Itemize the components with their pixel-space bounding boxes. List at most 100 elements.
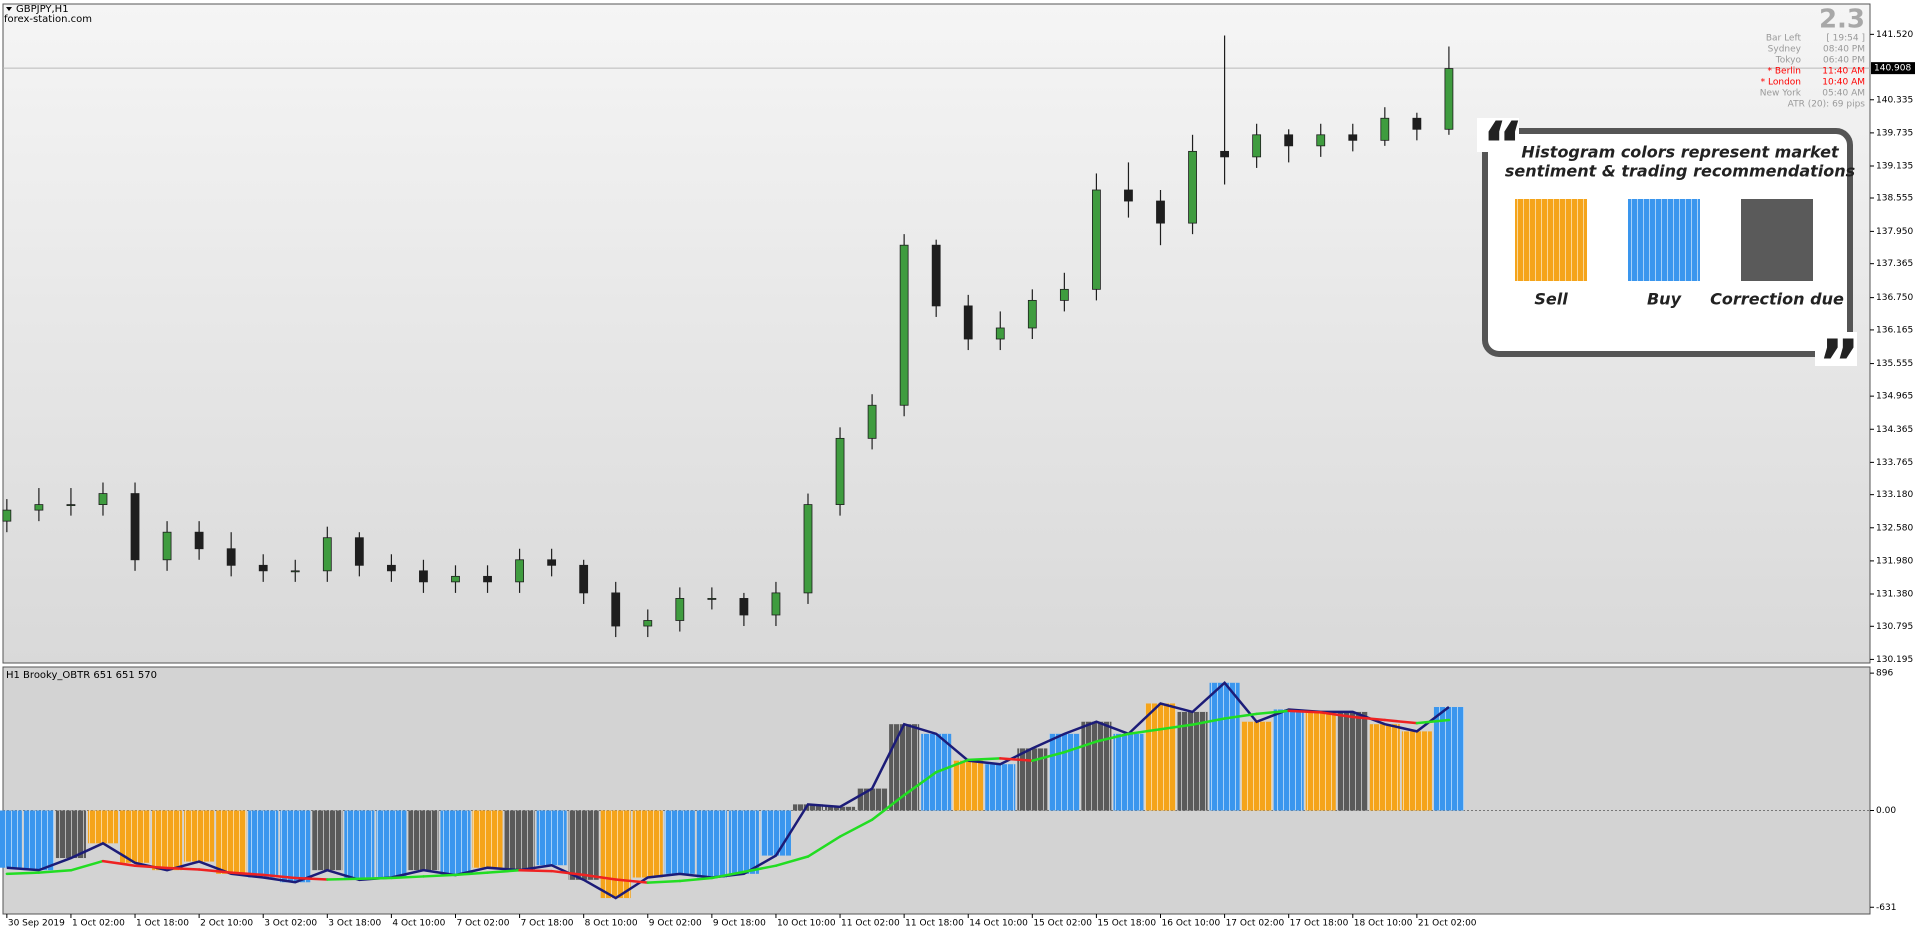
candle-body — [995, 327, 1005, 340]
signal-segment — [1415, 718, 1451, 725]
info-label: Tokyo — [1775, 56, 1802, 66]
bar-stripes — [0, 810, 22, 868]
legend-label: Buy — [1647, 290, 1682, 309]
bar-stripes — [120, 810, 151, 863]
bar-stripes — [344, 810, 375, 880]
bar-stripes — [953, 760, 984, 811]
x-tick-label: 15 Oct 18:00 — [1097, 919, 1156, 929]
signal-segment — [1063, 740, 1098, 754]
signal-segment — [1383, 718, 1419, 725]
candle-body — [1220, 150, 1229, 158]
bar-stripes — [1145, 703, 1176, 811]
signal-segment — [454, 871, 489, 877]
y-tick-label: 130.795 — [1876, 622, 1913, 632]
x-tick-label: 1 Oct 18:00 — [136, 919, 189, 929]
quote-gap — [1815, 332, 1857, 366]
candle-body — [483, 575, 492, 583]
bar-stripes — [600, 810, 631, 899]
x-tick-label: 15 Oct 02:00 — [1033, 919, 1092, 929]
signal-segment — [582, 873, 617, 881]
y-tick-label: 136.165 — [1876, 325, 1913, 335]
swatch-stripes — [1515, 199, 1587, 281]
signal-segment — [326, 877, 361, 881]
signal-segment — [1255, 709, 1290, 716]
bar-stripes — [1113, 733, 1144, 811]
candle-body — [1348, 134, 1358, 141]
candle-body — [1380, 117, 1390, 141]
signal-segment — [966, 757, 1002, 762]
bar-stripes — [760, 810, 791, 856]
indicator-title: H1 Brooky_OBTR 651 651 570 — [6, 670, 157, 681]
candle-body — [98, 493, 108, 505]
x-tick-label: 17 Oct 02:00 — [1226, 919, 1285, 929]
candle-body — [1092, 189, 1101, 290]
bar-stripes — [1081, 721, 1112, 811]
menu-arrow — [6, 7, 12, 11]
signal-segment — [1287, 709, 1322, 714]
callout-title: sentiment & trading recommendations — [1505, 162, 1855, 181]
candle-body — [258, 564, 268, 572]
bar-stripes — [632, 810, 663, 878]
swatch-stripes — [1628, 199, 1700, 281]
candle-body — [194, 531, 204, 550]
x-tick-label: 11 Oct 18:00 — [905, 919, 964, 929]
info-value: 06:40 PM — [1823, 56, 1865, 66]
x-tick-label: 3 Oct 18:00 — [328, 919, 381, 929]
bar-stripes — [1305, 711, 1336, 811]
x-tick-label: 18 Oct 10:00 — [1354, 919, 1413, 929]
y-tick-label: 135.555 — [1876, 359, 1913, 369]
atr-label: ATR (20): 69 pips — [1788, 100, 1866, 110]
bar-stripes — [504, 810, 535, 871]
signal-segment — [934, 758, 970, 774]
bar-stripes — [857, 788, 888, 811]
source-label: forex-station.com — [4, 14, 92, 25]
bar-stripes — [440, 810, 471, 876]
legend-swatch — [1741, 199, 1813, 281]
signal-segment — [710, 870, 746, 880]
bar-stripes — [408, 810, 439, 871]
x-tick-label: 2 Oct 10:00 — [200, 919, 253, 929]
signal-segment — [261, 873, 297, 880]
close-quote: ” — [1818, 328, 1860, 402]
bar-stripes — [280, 810, 311, 883]
signal-segment — [806, 835, 842, 858]
y-tick-label: 133.180 — [1876, 490, 1913, 500]
bar-stripes — [55, 810, 86, 859]
y-tick-label: 0.00 — [1876, 806, 1896, 816]
candle-body — [931, 244, 941, 307]
candle-body — [2, 509, 12, 522]
candle-body — [1252, 134, 1262, 158]
legend-label: Correction due — [1710, 290, 1844, 309]
open-quote: “ — [1482, 110, 1524, 184]
signal-segment — [69, 859, 105, 872]
x-tick-label: 9 Oct 02:00 — [649, 919, 702, 929]
bar-stripes — [376, 810, 407, 878]
signal-segment — [486, 869, 521, 874]
candle-body — [867, 404, 877, 439]
bar-stripes — [87, 810, 119, 844]
candle-body — [1284, 134, 1294, 147]
bar-stripes — [312, 810, 343, 871]
signal-segment — [742, 864, 778, 874]
info-label: Bar Left — [1766, 34, 1802, 44]
signal-segment — [999, 757, 1034, 762]
candle-body — [451, 575, 460, 583]
candle-body — [130, 493, 140, 561]
y-tick-label: 139.135 — [1876, 161, 1913, 171]
candle-body — [66, 504, 76, 506]
y-tick-label: 134.965 — [1876, 392, 1913, 402]
bar-stripes — [23, 810, 54, 871]
bar-stripes — [1433, 707, 1464, 811]
candle-body — [899, 244, 909, 406]
candle-body — [611, 592, 621, 627]
candle-body — [803, 504, 813, 594]
bar-stripes — [696, 810, 727, 878]
signal-segment — [614, 878, 650, 884]
bar-stripes — [248, 810, 279, 878]
candle-body — [354, 537, 364, 566]
x-tick-label: 16 Oct 10:00 — [1162, 919, 1221, 929]
info-value: 08:40 PM — [1823, 45, 1865, 55]
signal-segment — [101, 859, 137, 867]
y-tick-label: 131.380 — [1876, 590, 1913, 600]
